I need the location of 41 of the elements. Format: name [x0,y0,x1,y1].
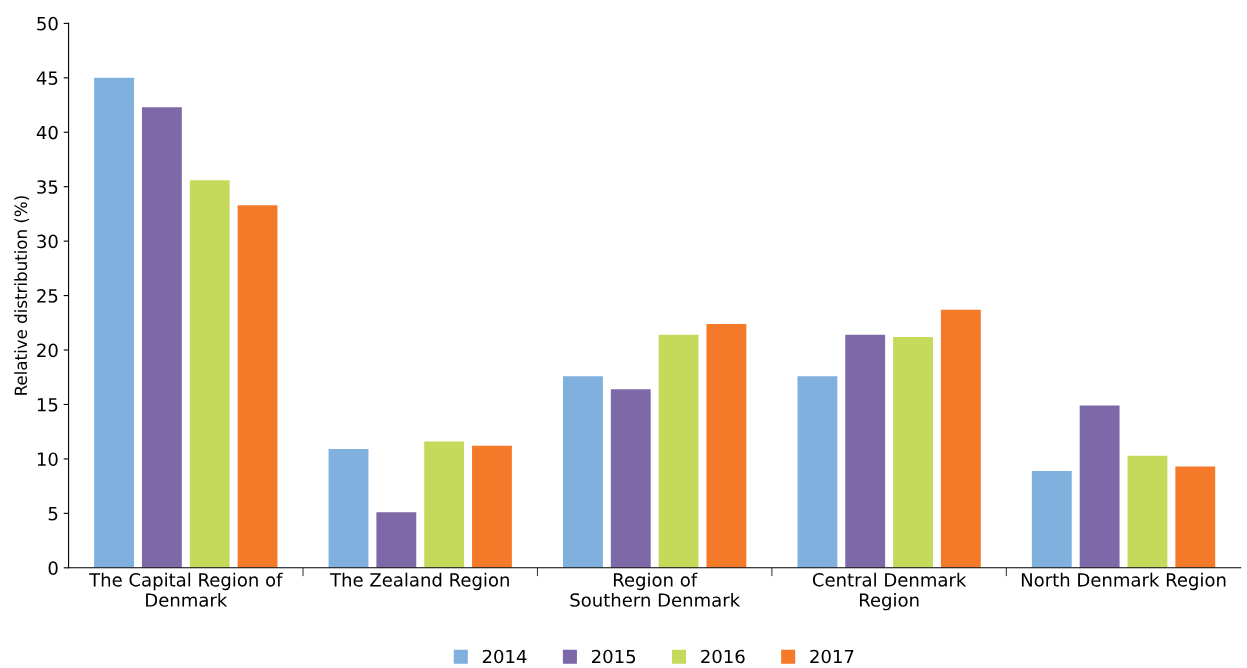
legend-label: 2015 [591,649,636,664]
bar [1127,455,1168,568]
legend-label: 2017 [810,649,854,664]
bar [1079,405,1120,568]
bar [845,334,886,568]
y-tick-label: 15 [37,398,58,412]
bar [797,376,838,568]
y-tick-label: 30 [37,234,58,249]
x-tick-label: The Zealand Region [329,572,509,591]
y-tick-label: 25 [37,289,58,303]
y-tick-label: 45 [36,71,58,85]
bar [189,180,230,568]
y-tick-label: 5 [48,507,58,521]
y-tick-label: 50 [37,16,58,31]
bar [658,334,699,568]
x-tick-label: North Denmark Region [1021,572,1226,591]
x-tick-label: The Capital Region of Denmark [89,572,283,607]
bar [328,449,369,568]
legend-label: 2016 [701,649,745,664]
bar [237,205,278,568]
y-tick-label: 40 [36,125,58,140]
bar [563,376,603,568]
bar [610,389,651,568]
bar [1031,470,1072,568]
x-tick-label: Central Denmark Region [812,572,967,611]
y-tick-label: 35 [37,180,58,194]
bar [706,323,747,568]
bar [424,441,465,568]
bar [141,107,182,568]
y-tick-label: 20 [37,343,58,358]
legend-label: 2014 [482,649,527,664]
bar [376,512,417,568]
bar [940,309,981,568]
y-tick-label: 10 [37,452,58,467]
bar [94,77,134,568]
y-axis-title: Relative distribution (%) [14,196,30,395]
bar [472,445,512,568]
bar [1175,466,1216,568]
bar [893,336,933,568]
y-tick-label: 0 [48,561,58,575]
x-tick-label: Region of Southern Denmark [570,572,741,607]
